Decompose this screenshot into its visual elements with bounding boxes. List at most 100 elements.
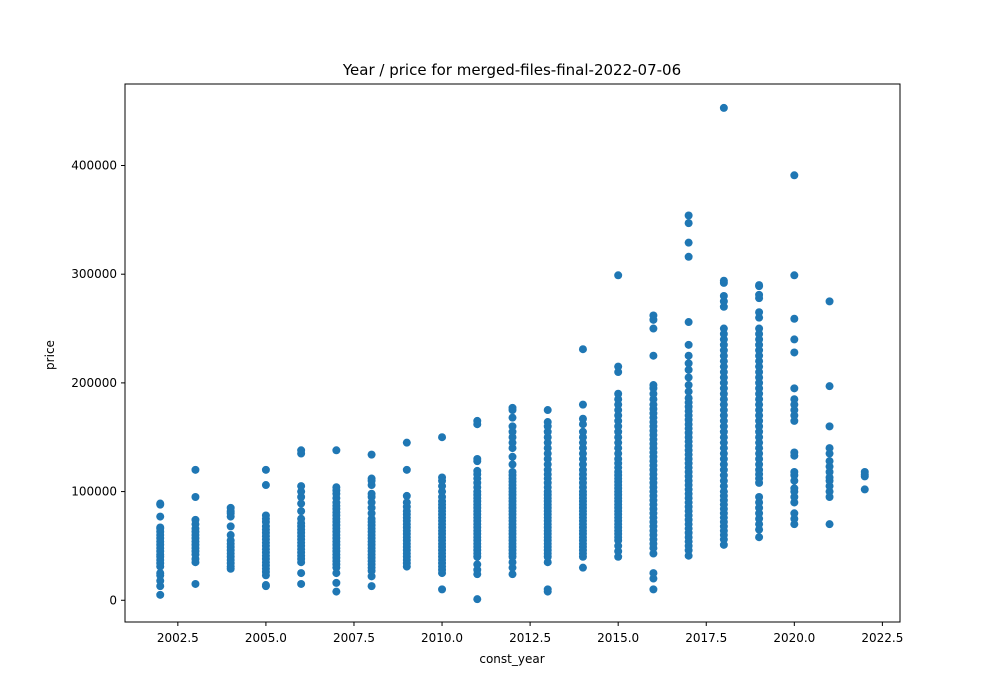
data-point [684,340,693,349]
data-point [614,271,623,280]
data-point [825,444,834,453]
x-tick-label: 2002.5 [157,631,199,645]
data-point [684,394,693,403]
y-tick-label: 200000 [71,376,117,390]
data-point [191,579,200,588]
data-point [578,427,587,436]
data-point [755,493,764,502]
data-point [508,422,517,431]
data-point [226,503,235,512]
data-point [156,523,165,532]
data-point [578,414,587,423]
data-point [825,297,834,306]
data-point [790,448,799,457]
data-point [332,587,341,596]
data-point [226,522,235,531]
data-point [755,281,764,290]
data-point [297,514,306,523]
data-point [156,569,165,578]
chart-title: Year / price for merged-files-final-2022… [342,61,681,79]
data-point [438,473,447,482]
y-tick-label: 400000 [71,159,117,173]
x-axis-label: const_year [479,652,544,666]
data-point [578,400,587,409]
data-point [790,395,799,404]
data-point [790,271,799,280]
data-point [790,171,799,180]
data-point [790,314,799,323]
data-point [790,348,799,357]
data-point [649,324,658,333]
y-axis-label: price [43,340,57,370]
data-point [825,520,834,529]
data-point [156,590,165,599]
data-point [402,498,411,507]
data-point [508,403,517,412]
data-point [790,509,799,518]
data-point [719,324,728,333]
data-point [684,211,693,220]
data-point [755,308,764,317]
data-point [860,485,869,494]
data-point [332,446,341,455]
data-point [402,491,411,500]
data-point [755,324,764,333]
data-point [473,595,482,604]
data-point [226,531,235,540]
data-point [614,389,623,398]
data-point [508,460,517,469]
data-point [473,560,482,569]
data-point [684,318,693,327]
data-point [508,452,517,461]
y-axis-ticks: 0 100000 200000 300000 400000 [71,159,125,607]
data-point [684,359,693,368]
data-point [332,483,341,492]
data-point [297,579,306,588]
x-tick-label: 2020.0 [773,631,815,645]
data-point [755,290,764,299]
data-point [261,465,270,474]
data-point [297,482,306,491]
y-tick-label: 300000 [71,267,117,281]
y-tick-label: 0 [109,593,117,607]
data-point [684,219,693,228]
data-point [367,474,376,483]
data-point [649,351,658,360]
data-point [297,446,306,455]
data-point [508,570,517,579]
data-point [543,406,552,415]
data-point [297,569,306,578]
data-point [156,512,165,521]
data-points [156,103,869,604]
x-axis-ticks: 2002.5 2005.0 2007.5 2010.0 2012.5 2015.0 2017… [157,622,903,645]
data-point [191,465,200,474]
data-point [790,484,799,493]
data-point [297,499,306,508]
data-point [402,465,411,474]
y-tick-label: 100000 [71,485,117,499]
data-point [438,433,447,442]
data-point [473,466,482,475]
data-point [684,252,693,261]
x-tick-label: 2012.5 [509,631,551,645]
data-point [825,457,834,466]
data-point [543,585,552,594]
data-point [261,481,270,490]
data-point [261,581,270,590]
data-point [261,511,270,520]
x-tick-label: 2010.0 [421,631,463,645]
data-point [578,563,587,572]
data-point [649,585,658,594]
data-point [649,311,658,320]
data-point [684,373,693,382]
data-point [649,381,658,390]
x-tick-label: 2017.5 [685,631,727,645]
data-point [719,291,728,300]
data-point [332,578,341,587]
data-point [156,499,165,508]
data-point [649,569,658,578]
data-point [578,345,587,354]
data-point [402,438,411,447]
data-point [191,493,200,502]
